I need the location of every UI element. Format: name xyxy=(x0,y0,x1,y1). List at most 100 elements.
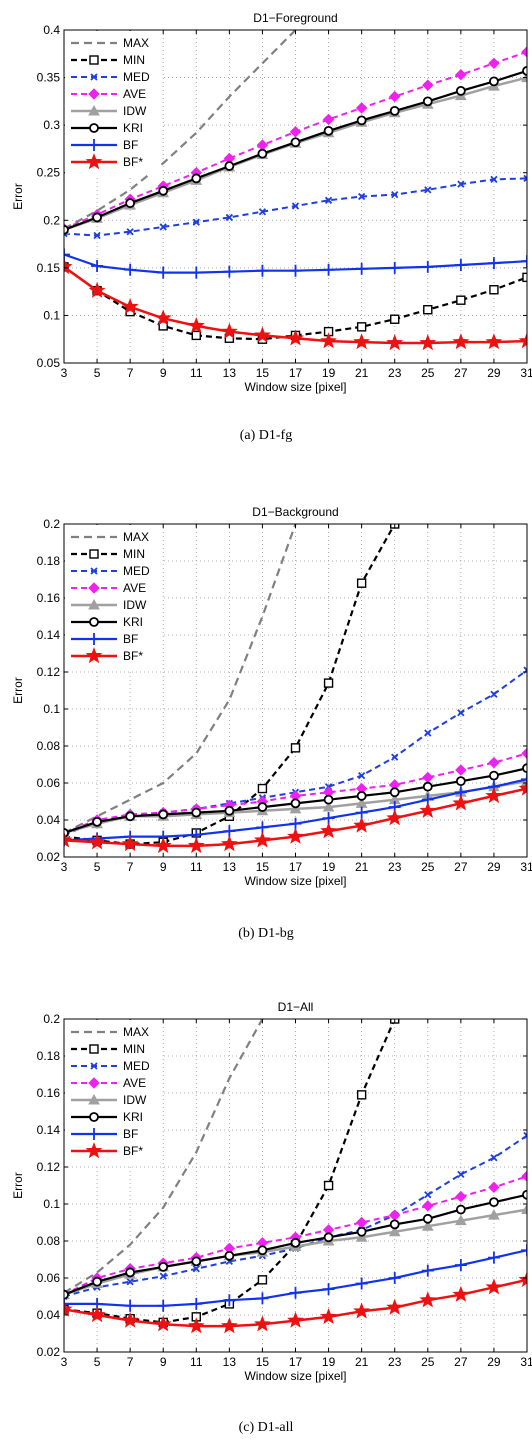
y-tick-label: 0.1 xyxy=(43,308,60,322)
data-point-kri xyxy=(422,1213,433,1224)
data-point-bf-star xyxy=(452,1285,470,1302)
data-point-bf xyxy=(223,265,236,278)
data-point-ave xyxy=(455,764,467,776)
legend-label: MAX xyxy=(123,530,149,544)
legend-label: IDW xyxy=(123,598,147,612)
x-axis-label: Window size [pixel] xyxy=(244,1369,346,1383)
x-tick-label: 7 xyxy=(127,860,134,874)
data-point-bf-star xyxy=(220,322,238,339)
x-tick-label: 13 xyxy=(223,1355,237,1369)
legend-label: BF* xyxy=(123,1144,143,1158)
x-tick-label: 21 xyxy=(355,366,369,380)
legend-marker xyxy=(88,1128,100,1140)
data-point-idw xyxy=(355,1231,368,1242)
data-point-kri xyxy=(64,1289,69,1300)
data-point-bf xyxy=(388,1272,401,1284)
y-tick-label: 0.35 xyxy=(37,71,61,85)
data-point-kri xyxy=(290,1237,301,1248)
data-point-kri xyxy=(125,198,136,209)
data-point-ave xyxy=(422,1200,434,1212)
y-tick-label: 0.2 xyxy=(43,213,60,227)
legend-marker xyxy=(89,617,99,627)
data-point-bf-star xyxy=(220,1317,238,1334)
data-point-ave xyxy=(455,69,467,81)
data-point-kri xyxy=(489,1197,499,1208)
x-tick-label: 17 xyxy=(289,1355,303,1369)
data-point-bf xyxy=(521,255,527,268)
x-tick-label: 15 xyxy=(256,860,270,874)
legend-marker xyxy=(85,1142,103,1159)
x-tick-label: 15 xyxy=(256,366,270,380)
data-point-kri xyxy=(455,776,466,787)
data-point-bf xyxy=(289,1286,302,1299)
data-point-med xyxy=(424,1191,432,1199)
x-tick-label: 29 xyxy=(487,1355,501,1369)
data-point-bf xyxy=(355,1277,368,1290)
series-line-max xyxy=(64,1019,264,1294)
data-point-bf-star xyxy=(287,329,304,346)
x-tick-label: 3 xyxy=(61,860,68,874)
legend-marker xyxy=(88,1093,100,1105)
legend-marker xyxy=(90,73,98,81)
data-point-med xyxy=(324,196,333,204)
legend-label: MIN xyxy=(123,53,145,67)
data-point-bf xyxy=(223,825,236,838)
data-point-ave xyxy=(521,747,527,760)
data-point-bf xyxy=(388,261,401,274)
data-point-bf-star xyxy=(220,835,238,852)
x-tick-label: 13 xyxy=(223,366,237,380)
y-tick-label: 0.05 xyxy=(37,356,61,370)
data-point-bf-star xyxy=(88,281,106,298)
legend-label: KRI xyxy=(123,121,143,135)
data-point-bf xyxy=(157,1299,170,1312)
data-point-ave xyxy=(355,102,368,114)
legend-marker xyxy=(89,1044,99,1054)
data-point-ave xyxy=(488,57,500,70)
y-tick-label: 0.14 xyxy=(37,628,61,642)
x-tick-label: 29 xyxy=(487,860,501,874)
data-point-bf-star xyxy=(386,809,404,826)
legend-label: KRI xyxy=(123,1110,143,1124)
data-point-bf-star xyxy=(452,794,470,811)
data-point-kri xyxy=(356,791,367,801)
x-tick-label: 31 xyxy=(520,860,532,874)
data-point-bf-star xyxy=(353,816,371,833)
y-tick-label: 0.25 xyxy=(37,166,61,180)
y-axis-label: Error xyxy=(11,183,25,210)
legend-label: IDW xyxy=(123,104,147,118)
x-tick-label: 21 xyxy=(355,1355,369,1369)
legend-marker xyxy=(88,598,100,610)
data-point-bf xyxy=(256,1292,269,1305)
x-tick-label: 7 xyxy=(127,366,134,380)
series-line-min xyxy=(64,266,527,341)
x-tick-label: 3 xyxy=(61,1355,68,1369)
data-point-kri xyxy=(389,105,400,116)
data-point-bf-star xyxy=(287,827,304,844)
legend-label: MED xyxy=(123,564,150,578)
data-point-kri xyxy=(92,212,102,223)
data-point-bf-star xyxy=(386,1298,404,1315)
data-point-bf-star xyxy=(419,334,437,351)
data-point-kri xyxy=(92,1276,102,1287)
y-axis-label: Error xyxy=(11,677,25,704)
data-point-min xyxy=(257,1275,268,1285)
legend-label: KRI xyxy=(123,615,143,629)
x-tick-label: 19 xyxy=(322,860,336,874)
data-point-ave xyxy=(389,1209,401,1221)
data-point-min xyxy=(456,295,466,305)
data-point-bf xyxy=(190,266,203,279)
data-point-bf-star xyxy=(287,1311,304,1328)
legend-label: BF xyxy=(123,1127,138,1141)
y-tick-label: 0.02 xyxy=(37,1345,61,1359)
legend-marker xyxy=(88,633,100,645)
data-point-bf xyxy=(64,248,70,261)
data-point-ave xyxy=(521,46,527,58)
series-line-ave xyxy=(64,1175,527,1296)
data-point-bf xyxy=(256,821,269,834)
data-point-med xyxy=(159,223,167,231)
data-point-bf-star xyxy=(485,787,503,804)
data-point-ave xyxy=(488,1181,500,1194)
data-point-kri xyxy=(92,816,102,827)
data-point-bf xyxy=(289,817,302,830)
data-point-kri xyxy=(64,224,69,235)
